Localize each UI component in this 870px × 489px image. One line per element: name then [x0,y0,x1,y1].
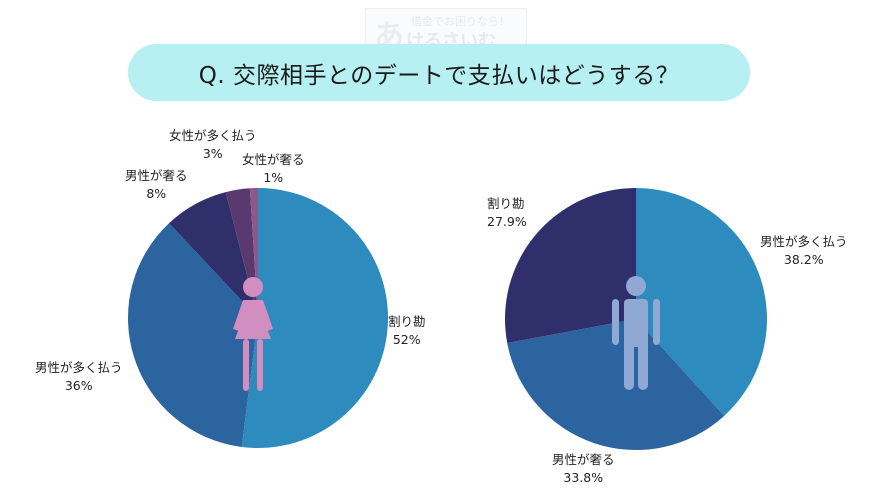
label-pct: 38.2% [783,252,824,267]
pie-slice [505,188,636,343]
pie-slice [169,192,258,318]
title-banner: Q. 交際相手とのデートで支払いはどうする？ [128,44,750,101]
label-name: 男性が奢る [125,168,188,183]
label-pct: 52% [392,332,421,347]
label-pct: 36% [64,378,93,393]
pie-chart-male [505,188,767,450]
female-icon [233,277,273,391]
label-female-male-pays-more: 男性が多く払う 36% [35,359,123,395]
label-male-warikan: 割り勘 27.9% [487,195,527,231]
pie-slice [127,223,258,447]
pie-slice [241,188,388,448]
label-male-male-pays-more: 男性が多く払う 38.2% [760,233,848,269]
label-female-female-pays-more: 女性が多く払う 3% [169,127,257,163]
watermark-tagline: 借金でお困りなら！ [411,15,510,28]
label-pct: 27.9% [487,214,527,229]
label-name: 割り勘 [388,314,426,329]
label-name: 男性が奢る [552,452,615,467]
chart-title: Q. 交際相手とのデートで支払いはどうする？ [198,62,680,89]
label-name: 女性が奢る [242,152,305,167]
label-female-warikan: 割り勘 52% [388,313,426,349]
label-male-male-treats: 男性が奢る 33.8% [552,451,615,487]
label-female-male-treats: 男性が奢る 8% [125,167,188,203]
label-name: 男性が多く払う [35,360,123,375]
label-pct: 3% [202,146,223,161]
label-female-female-treats: 女性が奢る 1% [242,151,305,187]
label-pct: 33.8% [563,470,604,485]
label-name: 男性が多く払う [760,234,848,249]
label-pct: 8% [146,186,167,201]
male-icon [612,276,660,390]
pie-slice [507,319,725,450]
label-name: 女性が多く払う [169,128,257,143]
pie-slice [636,188,767,416]
label-name: 割り勘 [487,196,525,211]
label-pct: 1% [263,170,284,185]
